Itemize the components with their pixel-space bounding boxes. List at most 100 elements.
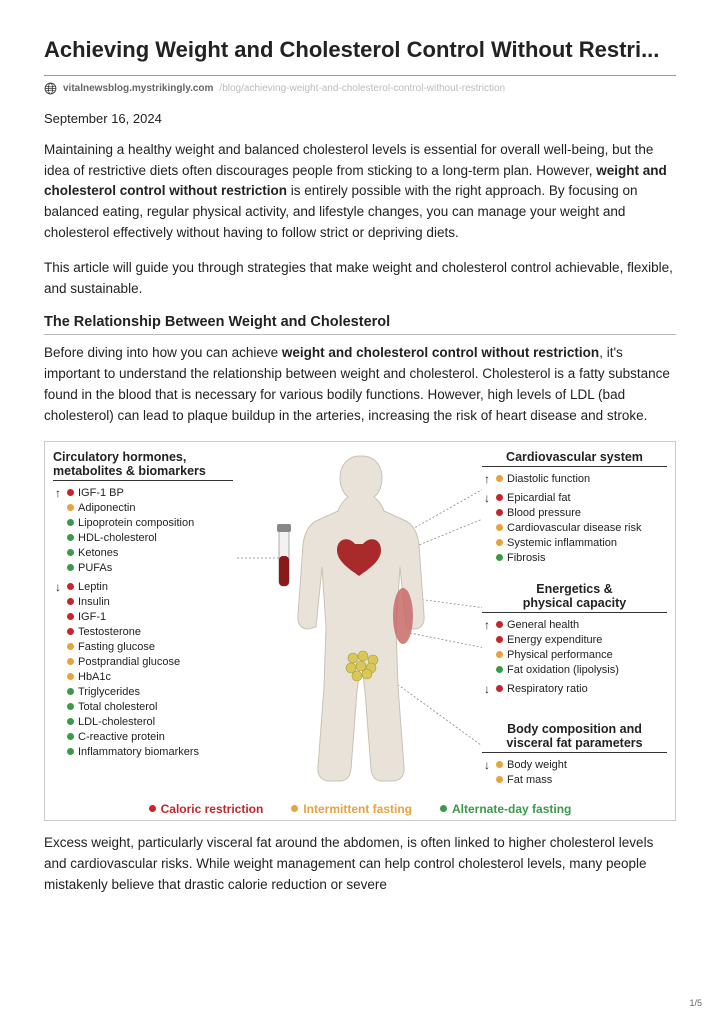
figure-legend: Caloric restriction Intermittent fasting A… bbox=[45, 802, 675, 816]
item-label: Insulin bbox=[78, 596, 110, 608]
marker-dot bbox=[496, 621, 503, 628]
item-label: Fibrosis bbox=[507, 552, 546, 564]
list-item: PUFAs bbox=[53, 560, 233, 575]
body-diagram bbox=[235, 448, 485, 798]
marker-dot bbox=[67, 643, 74, 650]
section-heading: The Relationship Between Weight and Chol… bbox=[44, 314, 676, 335]
arrow-down-icon: ↓ bbox=[482, 492, 492, 504]
paragraph-1: Maintaining a healthy weight and balance… bbox=[44, 140, 676, 245]
list-item: ↓ Epicardial fat bbox=[482, 490, 667, 505]
panel-cardio-title: Cardiovascular system bbox=[482, 450, 667, 467]
page-counter: 1/5 bbox=[689, 998, 702, 1008]
legend-item: Alternate-day fasting bbox=[440, 802, 571, 816]
item-label: Inflammatory biomarkers bbox=[78, 746, 199, 758]
marker-dot bbox=[67, 703, 74, 710]
marker-dot bbox=[496, 539, 503, 546]
list-item: Postprandial glucose bbox=[53, 654, 233, 669]
list-item: Inflammatory biomarkers bbox=[53, 744, 233, 759]
t: Energetics & bbox=[536, 582, 612, 596]
paragraph-2: This article will guide you through stra… bbox=[44, 258, 676, 300]
item-label: Diastolic function bbox=[507, 473, 590, 485]
item-label: IGF-1 BP bbox=[78, 487, 124, 499]
list-item: HbA1c bbox=[53, 669, 233, 684]
list-item: LDL-cholesterol bbox=[53, 714, 233, 729]
marker-dot bbox=[67, 628, 74, 635]
marker-dot bbox=[496, 494, 503, 501]
item-label: Lipoprotein composition bbox=[78, 517, 194, 529]
list-item: Insulin bbox=[53, 594, 233, 609]
item-label: Epicardial fat bbox=[507, 492, 571, 504]
item-label: Fat oxidation (lipolysis) bbox=[507, 664, 619, 676]
t: physical capacity bbox=[523, 596, 627, 610]
marker-dot bbox=[496, 524, 503, 531]
t: visceral fat parameters bbox=[506, 736, 642, 750]
list-item: HDL-cholesterol bbox=[53, 530, 233, 545]
article-date: September 16, 2024 bbox=[44, 111, 676, 126]
infographic: Circulatory hormones, metabolites & biom… bbox=[44, 441, 676, 821]
item-label: General health bbox=[507, 619, 579, 631]
list-item: ↓Body weight bbox=[482, 757, 667, 772]
list-item: Total cholesterol bbox=[53, 699, 233, 714]
list-item: Adiponectin bbox=[53, 500, 233, 515]
item-label: LDL-cholesterol bbox=[78, 716, 155, 728]
marker-dot bbox=[496, 685, 503, 692]
item-label: Systemic inflammation bbox=[507, 537, 617, 549]
marker-dot bbox=[67, 613, 74, 620]
list-item: Systemic inflammation bbox=[482, 535, 667, 550]
url-domain: vitalnewsblog.mystrikingly.com bbox=[63, 83, 213, 94]
marker-dot bbox=[67, 489, 74, 496]
marker-dot bbox=[496, 776, 503, 783]
p3-pre: Before diving into how you can achieve bbox=[44, 345, 282, 360]
marker-dot bbox=[67, 673, 74, 680]
legend-label: Intermittent fasting bbox=[303, 802, 412, 816]
p3-bold: weight and cholesterol control without r… bbox=[282, 345, 599, 360]
list-item: ↑ General health bbox=[482, 617, 667, 632]
item-label: Energy expenditure bbox=[507, 634, 602, 646]
list-item: ↓Respiratory ratio bbox=[482, 681, 667, 696]
item-label: Leptin bbox=[78, 581, 108, 593]
item-label: Ketones bbox=[78, 547, 118, 559]
item-label: Total cholesterol bbox=[78, 701, 158, 713]
legend-item: Caloric restriction bbox=[149, 802, 264, 816]
paragraph-3: Before diving into how you can achieve w… bbox=[44, 343, 676, 427]
t: metabolites & biomarkers bbox=[53, 464, 206, 478]
list-item: Fibrosis bbox=[482, 550, 667, 565]
item-label: Triglycerides bbox=[78, 686, 140, 698]
item-label: Adiponectin bbox=[78, 502, 136, 514]
globe-icon bbox=[44, 82, 57, 95]
legend-item: Intermittent fasting bbox=[291, 802, 412, 816]
list-item: Blood pressure bbox=[482, 505, 667, 520]
marker-dot bbox=[496, 636, 503, 643]
legend-dot bbox=[291, 805, 298, 812]
source-url-row: vitalnewsblog.mystrikingly.com/blog/achi… bbox=[44, 75, 676, 95]
panel-bodycomp: Body composition and visceral fat parame… bbox=[482, 722, 667, 792]
list-item: ↑IGF-1 BP bbox=[53, 485, 233, 500]
marker-dot bbox=[496, 554, 503, 561]
panel-hormones-title: Circulatory hormones, metabolites & biom… bbox=[53, 450, 233, 482]
item-label: PUFAs bbox=[78, 562, 112, 574]
item-label: Fat mass bbox=[507, 774, 552, 786]
legend-dot bbox=[440, 805, 447, 812]
panel-energetics: Energetics & physical capacity ↑ General … bbox=[482, 582, 667, 701]
marker-dot bbox=[67, 549, 74, 556]
list-item: Fat oxidation (lipolysis) bbox=[482, 662, 667, 677]
item-label: Cardiovascular disease risk bbox=[507, 522, 642, 534]
panel-cardiovascular: Cardiovascular system ↑ Diastolic functio… bbox=[482, 450, 667, 569]
list-item: IGF-1 bbox=[53, 609, 233, 624]
marker-dot bbox=[67, 658, 74, 665]
arrow-up-icon: ↑ bbox=[482, 473, 492, 485]
marker-dot bbox=[67, 583, 74, 590]
panel-hormones: Circulatory hormones, metabolites & biom… bbox=[53, 450, 233, 764]
page-title: Achieving Weight and Cholesterol Control… bbox=[44, 36, 676, 65]
item-label: HbA1c bbox=[78, 671, 111, 683]
arrow-down-icon: ↓ bbox=[53, 581, 63, 593]
paragraph-4: Excess weight, particularly visceral fat… bbox=[44, 833, 676, 896]
marker-dot bbox=[67, 564, 74, 571]
marker-dot bbox=[67, 718, 74, 725]
marker-dot bbox=[67, 504, 74, 511]
arrow-up-icon: ↑ bbox=[482, 619, 492, 631]
marker-dot bbox=[496, 666, 503, 673]
list-item: Ketones bbox=[53, 545, 233, 560]
list-item: Fasting glucose bbox=[53, 639, 233, 654]
marker-dot bbox=[496, 475, 503, 482]
